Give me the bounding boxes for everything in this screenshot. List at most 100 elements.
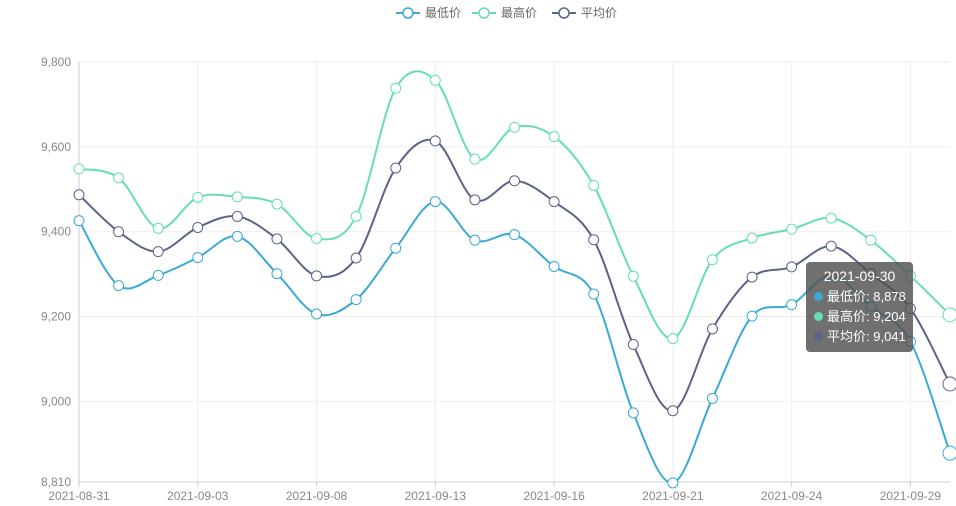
x-tick-label: 2021-08-31: [48, 489, 110, 503]
data-point-high[interactable]: [865, 234, 877, 246]
tooltip-row-high: 最高价: 9,204: [814, 307, 906, 327]
legend[interactable]: 最低价 最高价 平均价: [396, 5, 617, 20]
data-point-low[interactable]: [311, 308, 323, 320]
legend-item-high[interactable]: 最高价: [472, 5, 537, 20]
data-point-avg[interactable]: [152, 246, 164, 258]
legend-label: 平均价: [581, 6, 617, 20]
data-point-avg[interactable]: [469, 194, 481, 206]
legend-marker-icon: [478, 7, 490, 19]
data-point-avg[interactable]: [825, 240, 837, 252]
data-point-low[interactable]: [786, 299, 798, 311]
tooltip-row-low: 最低价: 8,878: [814, 287, 906, 307]
data-point-high[interactable]: [350, 210, 362, 222]
legend-label: 最高价: [501, 5, 537, 20]
x-tick-label: 2021-09-24: [761, 489, 823, 503]
data-point-avg[interactable]: [192, 221, 204, 233]
data-point-high[interactable]: [588, 179, 600, 191]
data-point-low[interactable]: [152, 269, 164, 281]
data-point-avg[interactable]: [231, 210, 243, 222]
data-point-avg[interactable]: [627, 339, 639, 351]
y-tick-label: 9,000: [41, 394, 71, 408]
data-point-low[interactable]: [429, 196, 441, 208]
x-tick-label: 2021-09-16: [523, 489, 585, 503]
data-point-avg[interactable]: [548, 196, 560, 208]
data-point-low[interactable]: [746, 310, 758, 322]
data-tooltip: 2021-09-30 最低价: 8,878 最高价: 9,204 平均价: 9,…: [806, 262, 913, 352]
data-point-low[interactable]: [113, 280, 125, 292]
data-point-avg[interactable]: [311, 270, 323, 282]
x-tick-label: 2021-09-13: [405, 489, 467, 503]
data-point-high[interactable]: [548, 131, 560, 143]
data-point-avg[interactable]: [942, 376, 956, 392]
data-point-high[interactable]: [192, 191, 204, 203]
data-point-high[interactable]: [311, 232, 323, 244]
legend-marker-icon: [402, 7, 414, 19]
data-point-avg[interactable]: [667, 405, 679, 417]
y-tick-label: 9,800: [41, 55, 71, 69]
data-point-low[interactable]: [350, 294, 362, 306]
y-tick-label: 9,400: [41, 225, 71, 239]
data-point-low[interactable]: [73, 215, 85, 227]
data-point-high[interactable]: [706, 254, 718, 266]
y-tick-label: 9,600: [41, 140, 71, 154]
data-point-low[interactable]: [469, 234, 481, 246]
y-tick-label: 8,810: [41, 475, 71, 489]
x-tick-label: 2021-09-03: [167, 489, 229, 503]
data-point-low[interactable]: [231, 230, 243, 242]
data-point-high[interactable]: [113, 172, 125, 184]
data-point-high[interactable]: [627, 270, 639, 282]
tooltip-row-avg: 平均价: 9,041: [814, 327, 906, 347]
tooltip-title: 2021-09-30: [823, 268, 896, 284]
data-point-high[interactable]: [667, 333, 679, 345]
data-point-low[interactable]: [548, 260, 560, 272]
x-tick-label: 2021-09-08: [286, 489, 348, 503]
data-point-high[interactable]: [942, 307, 956, 323]
tooltip-label-high: 最高价: 9,204: [827, 309, 906, 324]
data-point-low[interactable]: [192, 252, 204, 264]
legend-label: 最低价: [425, 6, 461, 20]
legend-item-avg[interactable]: 平均价: [552, 6, 617, 20]
data-point-high[interactable]: [390, 82, 402, 94]
legend-marker-icon: [558, 7, 570, 19]
y-tick-label: 9,200: [41, 310, 71, 324]
data-point-avg[interactable]: [746, 271, 758, 283]
data-point-avg[interactable]: [73, 189, 85, 201]
data-point-high[interactable]: [825, 212, 837, 224]
data-point-high[interactable]: [152, 222, 164, 234]
data-point-high[interactable]: [469, 153, 481, 165]
data-point-avg[interactable]: [786, 261, 798, 273]
data-point-avg[interactable]: [350, 252, 362, 264]
data-point-high[interactable]: [786, 223, 798, 235]
data-point-avg[interactable]: [706, 323, 718, 335]
data-point-avg[interactable]: [429, 135, 441, 147]
data-point-low[interactable]: [706, 392, 718, 404]
data-point-high[interactable]: [73, 163, 85, 175]
data-point-avg[interactable]: [390, 162, 402, 174]
data-point-low[interactable]: [942, 445, 956, 461]
data-point-low[interactable]: [627, 407, 639, 419]
data-point-high[interactable]: [746, 232, 758, 244]
data-point-high[interactable]: [509, 121, 520, 133]
data-point-low[interactable]: [271, 268, 283, 280]
data-point-avg[interactable]: [509, 175, 520, 187]
data-point-low[interactable]: [588, 288, 600, 300]
data-point-avg[interactable]: [588, 234, 600, 246]
data-point-high[interactable]: [231, 191, 243, 203]
data-point-low[interactable]: [390, 242, 402, 254]
tooltip-dot-avg: [814, 332, 823, 341]
x-tick-label: 2021-09-21: [642, 489, 704, 503]
data-point-low[interactable]: [667, 477, 679, 489]
data-point-avg[interactable]: [113, 226, 125, 238]
data-point-high[interactable]: [429, 74, 441, 86]
data-point-avg[interactable]: [271, 233, 283, 245]
legend-item-low[interactable]: 最低价: [396, 6, 461, 20]
x-tick-label: 2021-09-29: [880, 489, 942, 503]
data-point-high[interactable]: [271, 198, 283, 210]
tooltip-dot-low: [814, 292, 823, 301]
tooltip-dot-high: [814, 312, 823, 321]
axes: 8,810 9,000 9,200 9,400 9,600 9,800 2021-08-31…: [41, 55, 950, 503]
tooltip-label-low: 最低价: 8,878: [827, 289, 906, 304]
tooltip-label-avg: 平均价: 9,041: [827, 329, 906, 344]
data-point-low[interactable]: [509, 229, 520, 241]
